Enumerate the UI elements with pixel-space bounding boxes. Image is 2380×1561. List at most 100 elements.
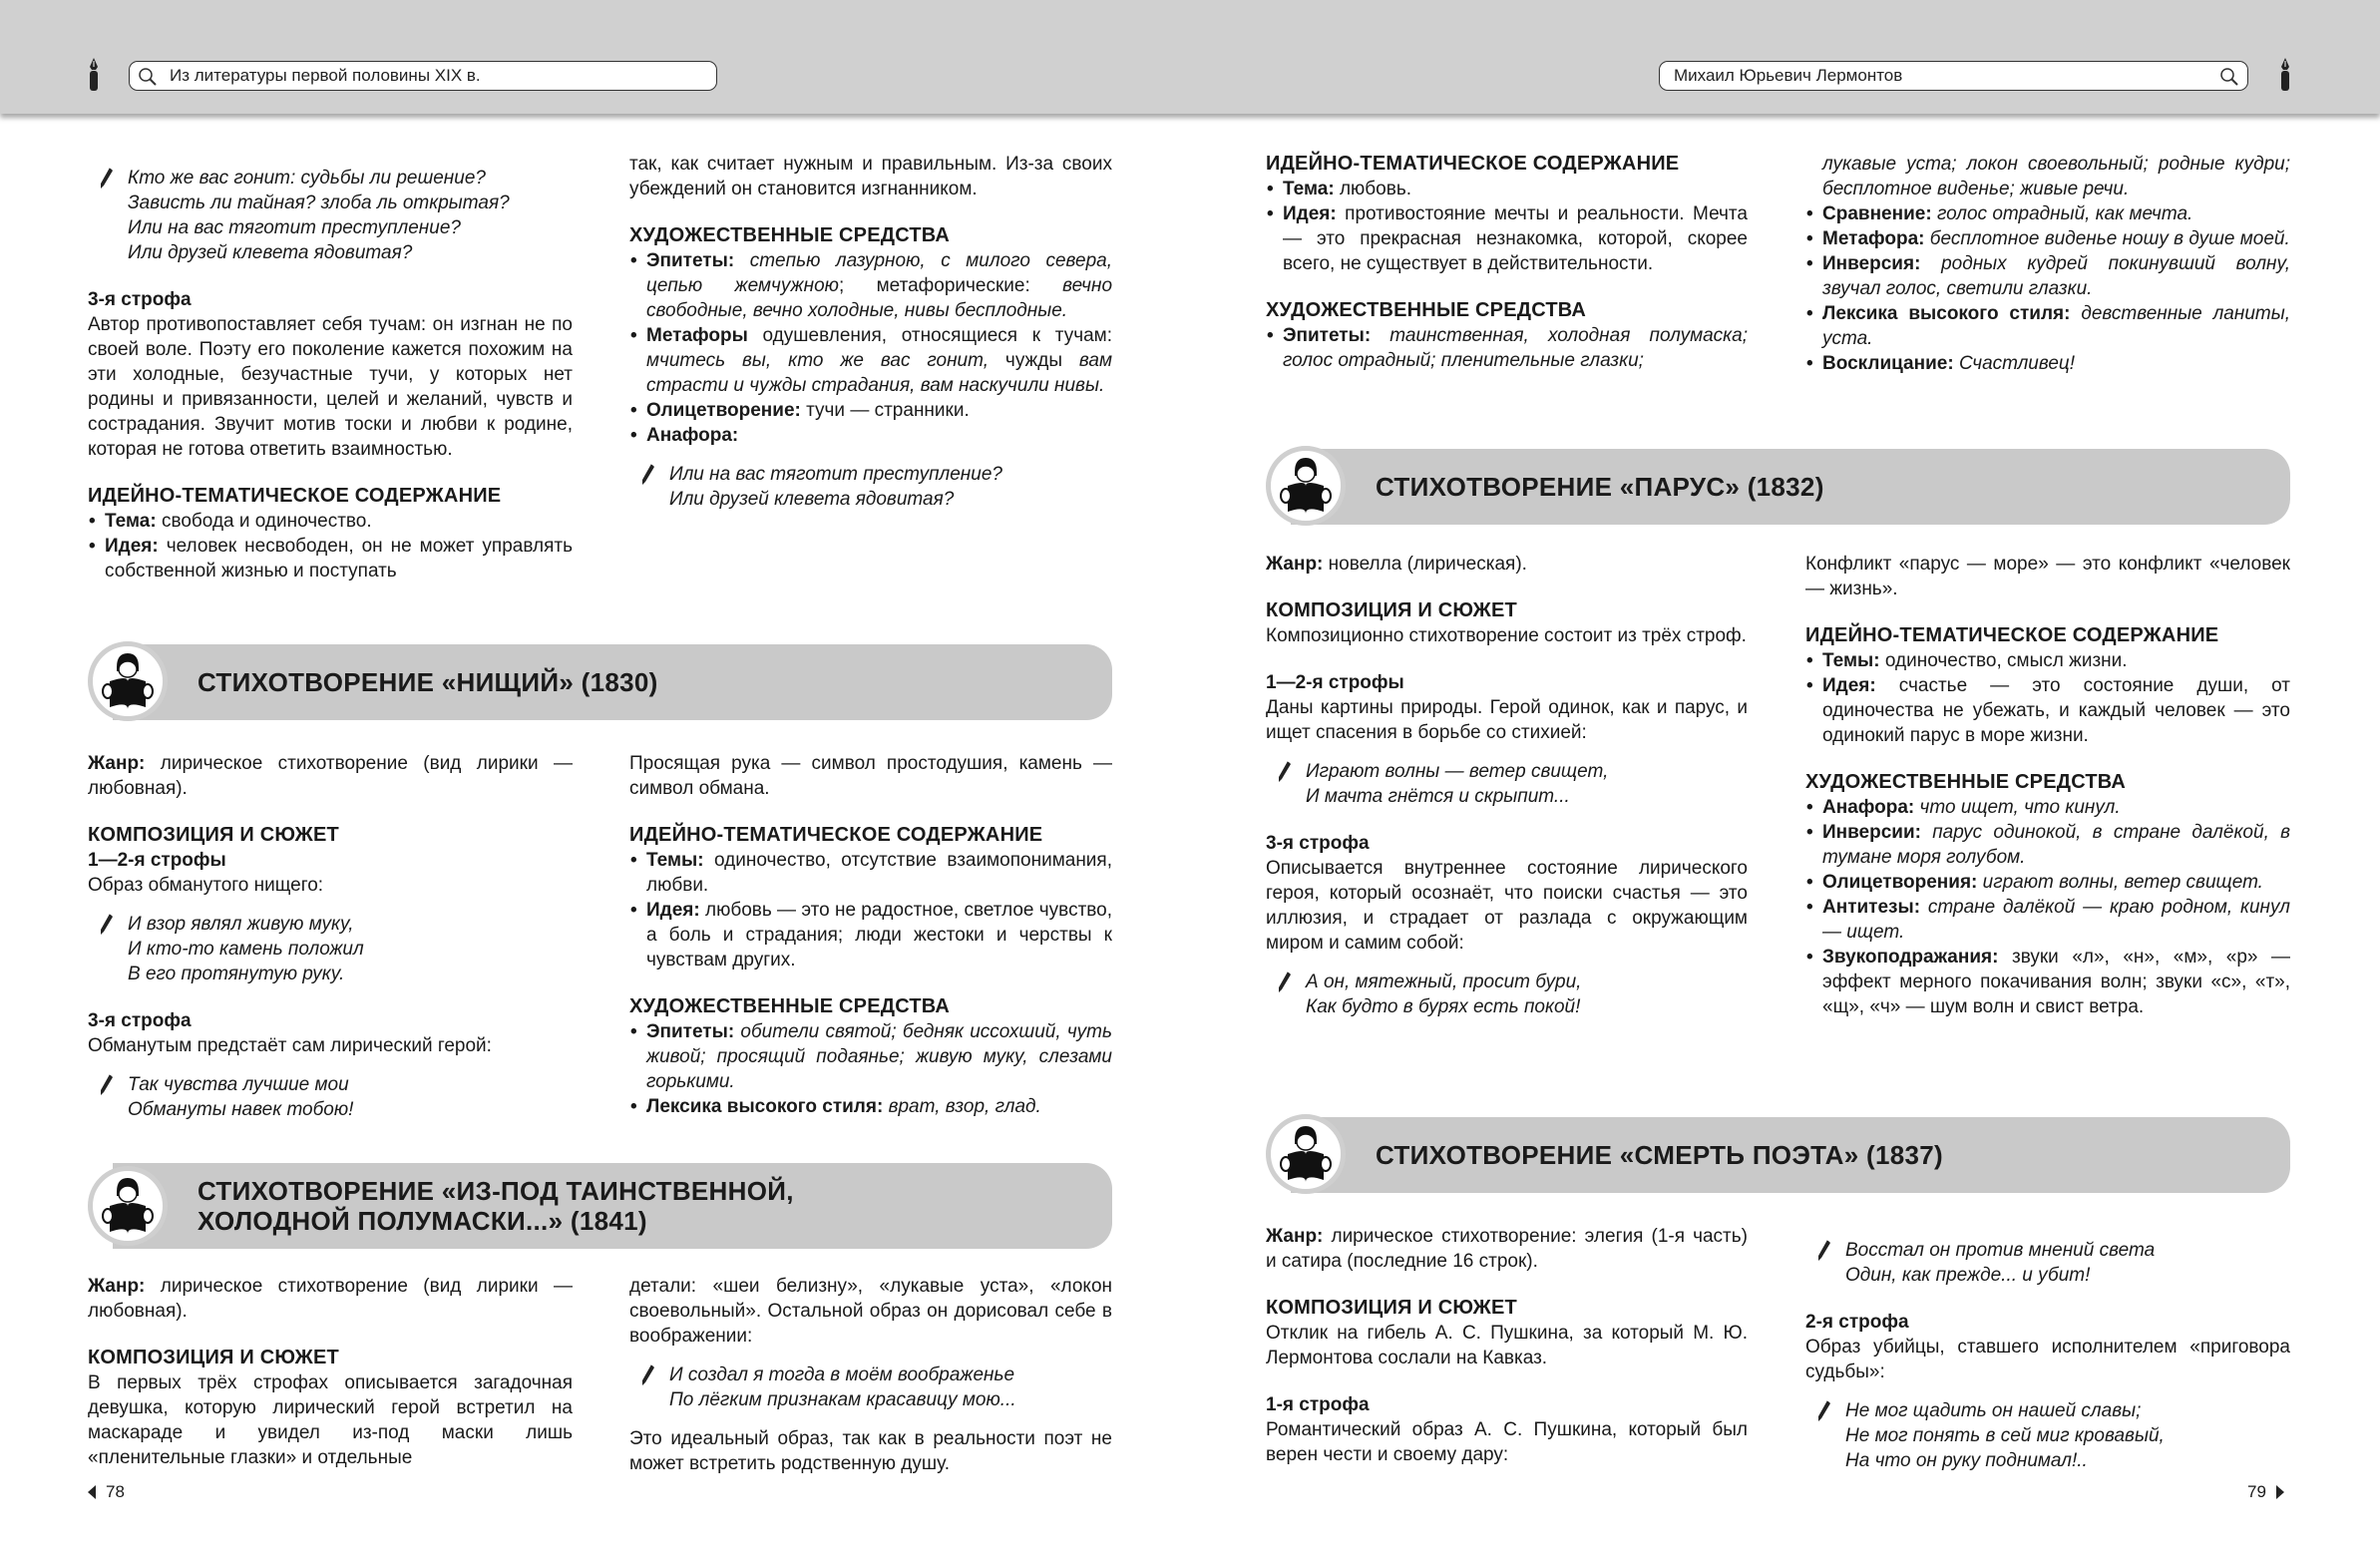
text-run: одиночество, смысл жизни. xyxy=(1879,650,2128,671)
term-label: Тема: xyxy=(105,511,157,532)
text-run: одушевления, относящиеся к тучам: xyxy=(747,325,1112,346)
list-item: Идея: человек несвободен, он не может уп… xyxy=(88,534,573,584)
term-label: Тема: xyxy=(1283,179,1335,199)
section-heading: ИДЕЙНО-ТЕМАТИЧЕСКОЕ СОДЕРЖАНИЕ xyxy=(1266,153,1680,175)
banner-title: СТИХОТВОРЕНИЕ «НИЩИЙ» (1830) xyxy=(198,644,658,720)
quill-pen-icon xyxy=(639,463,655,493)
paragraph: В первых трёх строфах описывается загадо… xyxy=(88,1370,573,1470)
list-item: Антитезы: стране далёкой — краю родном, … xyxy=(1805,895,2290,945)
quill-pen-icon xyxy=(639,1364,655,1393)
term-label: Темы: xyxy=(646,850,704,871)
poem-line: Зависть ли тайная? злоба ль открытая? xyxy=(128,193,510,213)
reader-icon xyxy=(1266,446,1346,526)
paragraph: Образ обманутого нищего: xyxy=(88,873,573,898)
section-heading: ХУДОЖЕСТВЕННЫЕ СРЕДСТВА xyxy=(1805,771,2127,793)
quill-pen-icon xyxy=(98,1073,114,1103)
term-label: Идея: xyxy=(105,536,159,557)
poem-line: Играют волны — ветер свищет, xyxy=(1306,761,1609,782)
text-run: лирическое стихотворение: элегия (1-я ча… xyxy=(1266,1226,1748,1272)
paragraph: Отклик на гибель А. С. Пушкина, за котор… xyxy=(1266,1321,1748,1370)
section-heading: КОМПОЗИЦИЯ И СЮЖЕТ xyxy=(88,1347,339,1368)
stanza-subheading: 3-я строфа xyxy=(1266,833,1370,854)
triangle-right-icon xyxy=(2275,1485,2284,1499)
text-run: бесплотное виденье ношу в душе моей. xyxy=(1924,228,2290,249)
term-label: Эпитеты: xyxy=(646,250,735,271)
search-icon xyxy=(139,68,157,86)
search-icon xyxy=(2220,68,2238,86)
poem-quote: И создал я тогда в моём воображенье По лё… xyxy=(629,1363,1112,1412)
text-run: вечно свободные, вечно холодные, нивы бе… xyxy=(646,275,1113,321)
text-run: Обманутым предстаёт сам лирический герой… xyxy=(88,1035,492,1056)
text-run: Автор противопоставляет себя тучам: он и… xyxy=(88,314,573,460)
page-number: 78 xyxy=(106,1482,125,1501)
list-item: Эпитеты: степью лазурною, с милого север… xyxy=(629,248,1112,323)
right-page-column-1-bottom: Жанр: лирическое стихотворение: элегия (… xyxy=(1266,1224,1748,1467)
quill-pen-icon xyxy=(1815,1239,1831,1269)
term-label: Инверсии: xyxy=(1822,822,1921,843)
section-heading: ИДЕЙНО-ТЕМАТИЧЕСКОЕ СОДЕРЖАНИЕ xyxy=(1805,624,2219,646)
text-run: любовь — это не радостное, светлое чувст… xyxy=(646,900,1112,971)
section-heading: КОМПОЗИЦИЯ И СЮЖЕТ xyxy=(88,824,339,846)
banner-title-line: СТИХОТВОРЕНИЕ «НИЩИЙ» (1830) xyxy=(198,667,658,697)
text-run: Просящая рука — символ простодушия, каме… xyxy=(629,753,1112,799)
paragraph: Жанр: новелла (лирическая). xyxy=(1266,552,1748,577)
section-heading: ХУДОЖЕСТВЕННЫЕ СРЕДСТВА xyxy=(1266,299,1587,321)
paragraph: Романтический образ А. С. Пушкина, котор… xyxy=(1266,1417,1748,1467)
text-run: таинственная, холодная полумаска; голос … xyxy=(1283,325,1748,371)
text-run: обители святой; бедняк иссохший, чуть жи… xyxy=(646,1021,1112,1092)
poem-quote: Или на вас тяготит преступление? Или друз… xyxy=(629,462,1112,512)
term-label: Эпитеты: xyxy=(646,1021,735,1042)
term-label: Эпитеты: xyxy=(1283,325,1372,346)
right-page-column-1-top: ИДЕЙНО-ТЕМАТИЧЕСКОЕ СОДЕРЖАНИЕТема: любо… xyxy=(1266,152,1748,373)
paragraph: так, как считает нужным и правильным. Из… xyxy=(629,152,1112,201)
text-run: стране далёкой — краю родном, кинул — ищ… xyxy=(1822,897,2290,943)
left-page-column-2-top: так, как считает нужным и правильным. Из… xyxy=(629,152,1112,526)
right-page-column-2-middle: Конфликт «парус — море» — это конфликт «… xyxy=(1805,552,2290,1019)
left-page-column-1-top: Кто же вас гонит: судьбы ли решение? Зави… xyxy=(88,152,573,584)
poem-line: Восстал он против мнений света xyxy=(1845,1240,2156,1261)
banner-background xyxy=(113,644,1112,720)
section-heading: ХУДОЖЕСТВЕННЫЕ СРЕДСТВА xyxy=(629,224,951,246)
paragraph: Жанр: лирическое стихотворение: элегия (… xyxy=(1266,1224,1748,1274)
text-run: вам страсти и чужды страдания, вам наску… xyxy=(646,350,1112,396)
poem-line: Не мог понять в сей миг кровавый, xyxy=(1845,1425,2165,1446)
paragraph: Конфликт «парус — море» — это конфликт «… xyxy=(1805,552,2290,601)
paragraph: детали: «шеи белизну», «лукавые уста», «… xyxy=(629,1274,1112,1349)
reader-icon xyxy=(1266,1114,1346,1194)
text-run: голос отрадный, как мечта. xyxy=(1931,203,2193,224)
text-run: что ищет, что кинул. xyxy=(1914,797,2121,818)
quill-pen-icon xyxy=(1276,971,1292,1000)
term-label: Звукоподражания: xyxy=(1822,947,1999,968)
list-item: Эпитеты: таинственная, холодная полумаск… xyxy=(1266,323,1748,373)
poem-line: Или на вас тяготит преступление? xyxy=(669,464,1002,485)
poem-quote: А он, мятежный, просит бури, Как будто в … xyxy=(1266,970,1748,1019)
text-run: лукавые уста; локон своевольный; родные … xyxy=(1822,154,2290,199)
banner-background xyxy=(1291,449,2290,525)
list-item: Олицетворение: тучи — странники. xyxy=(629,398,1112,423)
text-run: звуки «л», «н», «м», «р» — эффект мерног… xyxy=(1822,947,2290,1017)
right-page-column-1-middle: Жанр: новелла (лирическая). КОМПОЗИЦИЯ И … xyxy=(1266,552,1748,1033)
page-number-right: 79 xyxy=(2247,1481,2284,1503)
paragraph: Автор противопоставляет себя тучам: он и… xyxy=(88,312,573,462)
term-label: Жанр: xyxy=(88,1276,146,1297)
author-search-field[interactable]: Михаил Юрьевич Лермонтов xyxy=(1659,61,2248,91)
paragraph: Обманутым предстаёт сам лирический герой… xyxy=(88,1033,573,1058)
banner-title-line: ХОЛОДНОЙ ПОЛУМАСКИ...» (1841) xyxy=(198,1206,647,1236)
poem-quote: Играют волны — ветер свищет, И мачта гнёт… xyxy=(1266,759,1748,809)
section-heading: КОМПОЗИЦИЯ И СЮЖЕТ xyxy=(1266,599,1517,621)
page-number-left: 78 xyxy=(88,1481,125,1503)
section-banner-smert-poeta: СТИХОТВОРЕНИЕ «СМЕРТЬ ПОЭТА» (1837) xyxy=(1266,1114,2290,1194)
term-label: Жанр: xyxy=(1266,554,1324,575)
section-search-field[interactable]: Из литературы первой половины XIX в. xyxy=(129,61,717,91)
list-item: Идея: противостояние мечты и реальности.… xyxy=(1266,201,1748,276)
poem-quote: Так чувства лучшие мои Обмануты навек тоб… xyxy=(88,1072,573,1122)
triangle-left-icon xyxy=(88,1485,96,1499)
list-item: Звукоподражания: звуки «л», «н», «м», «р… xyxy=(1805,945,2290,1019)
text-run: детали: «шеи белизну», «лукавые уста», «… xyxy=(629,1276,1112,1347)
poem-line: А он, мятежный, просит бури, xyxy=(1306,972,1582,992)
list-item: Анафора: xyxy=(629,423,1112,448)
banner-title-line: СТИХОТВОРЕНИЕ «ИЗ-ПОД ТАИНСТВЕННОЙ, xyxy=(198,1176,794,1206)
text-run: ; метафорические: xyxy=(838,275,1063,296)
text-run: чужды xyxy=(1004,350,1079,371)
poem-line: Обмануты навек тобою! xyxy=(128,1099,354,1120)
